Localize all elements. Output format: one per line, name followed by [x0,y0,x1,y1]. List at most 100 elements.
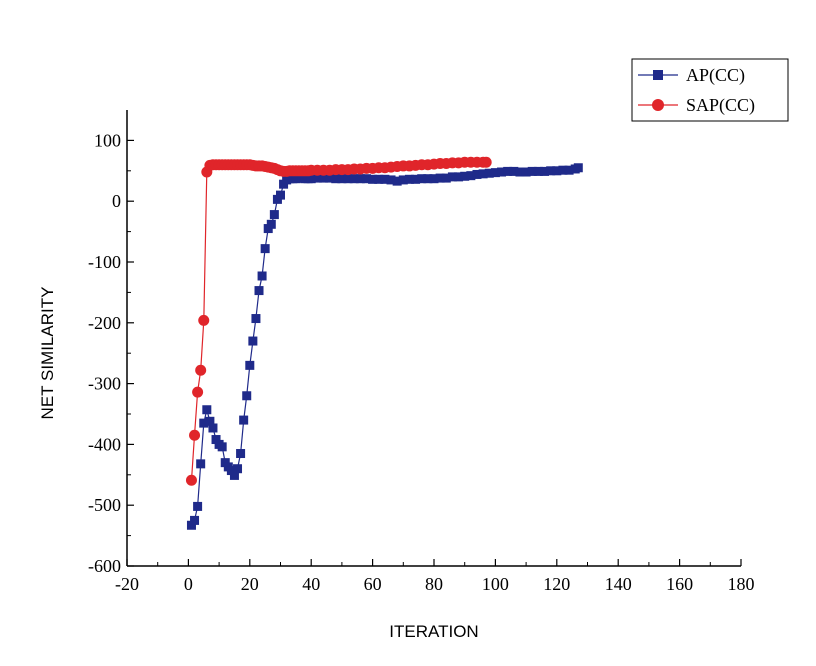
data-point [441,173,451,183]
data-point [211,435,221,445]
data-point [558,165,568,175]
data-point [185,474,197,486]
x-tick-label: 60 [364,574,382,594]
data-point [217,442,227,452]
data-point [226,466,236,476]
data-point [233,464,243,474]
data-point [266,219,276,229]
series-line-AP(CC) [190,167,579,526]
data-point [392,176,402,186]
data-point [573,163,583,173]
data-point [429,174,439,184]
y-axis-title: NET SIMILARITY [38,287,57,420]
series-SAP(CC) [185,156,492,486]
x-tick-label: 20 [241,574,259,594]
data-point [248,336,258,346]
data-point [236,449,246,459]
x-tick-label: 120 [543,574,570,594]
data-point [552,166,562,176]
y-tick-label: -500 [88,495,121,515]
data-point [276,190,285,200]
data-point [515,167,525,177]
data-point [202,405,212,415]
data-point [490,168,500,178]
data-point [318,173,328,183]
data-point [355,174,365,184]
data-point [497,167,507,177]
data-point [540,166,550,176]
data-point [343,174,353,184]
data-point [325,173,335,183]
data-point [423,174,433,184]
legend: AP(CC) SAP(CC) [631,58,789,122]
x-tick-label: 100 [482,574,509,594]
data-point [199,418,209,428]
x-tick-label: 160 [666,574,693,594]
data-point [404,174,414,184]
data-point [533,166,543,176]
legend-marker-AP(CC) [653,70,663,80]
y-tick-label: -100 [88,252,121,272]
data-point [312,173,322,183]
y-tick-label: -300 [88,374,121,394]
data-point [509,166,519,176]
data-point [245,360,255,370]
y-tick-label: 100 [94,130,121,150]
legend-marker-SAP(CC) [652,99,664,111]
data-point [205,416,215,426]
data-point [192,386,204,398]
data-point [411,174,421,184]
data-point [527,166,537,176]
data-point [480,156,492,168]
data-point [331,174,341,184]
y-tick-label: -600 [88,556,121,576]
data-point [208,423,218,433]
data-point [521,167,531,177]
data-point [306,174,316,184]
series-AP(CC) [186,163,583,530]
axes: -20 0 20 40 60 80 100 120 140 160 180-600-500-400-… [88,110,755,594]
x-tick-label: 180 [728,574,755,594]
x-axis-title: ITERATION [389,622,478,641]
data-point [472,169,482,179]
series-line-SAP(CC) [190,161,487,481]
series-group [185,156,583,530]
x-tick-label: 140 [605,574,632,594]
data-point [257,271,267,281]
data-point [193,501,203,511]
data-point [503,166,513,176]
data-point [186,520,196,530]
data-point [260,244,270,254]
data-point [484,168,494,178]
data-point [564,165,574,175]
data-point [447,172,457,182]
data-point [454,172,464,182]
data-point [251,314,261,324]
legend-label-AP(CC): AP(CC) [686,65,745,86]
x-tick-label: 0 [184,574,193,594]
data-point [478,169,488,179]
data-point [374,174,384,184]
x-tick-label: -20 [115,574,139,594]
data-point [361,174,371,184]
data-point [195,364,207,376]
data-point [239,415,249,425]
data-point [398,175,408,185]
data-point [386,175,396,185]
x-tick-label: 40 [302,574,320,594]
data-point [546,166,556,176]
y-tick-label: -200 [88,313,121,333]
data-point [190,515,200,525]
legend-label-SAP(CC): SAP(CC) [686,95,755,116]
data-point [380,174,390,184]
x-tick-label: 80 [425,574,443,594]
data-point [417,174,427,184]
data-point [242,391,252,401]
y-tick-label: 0 [112,191,121,211]
data-point [198,314,210,326]
data-point [189,429,201,441]
data-point [254,286,264,296]
data-point [349,174,359,184]
data-point [229,470,239,480]
